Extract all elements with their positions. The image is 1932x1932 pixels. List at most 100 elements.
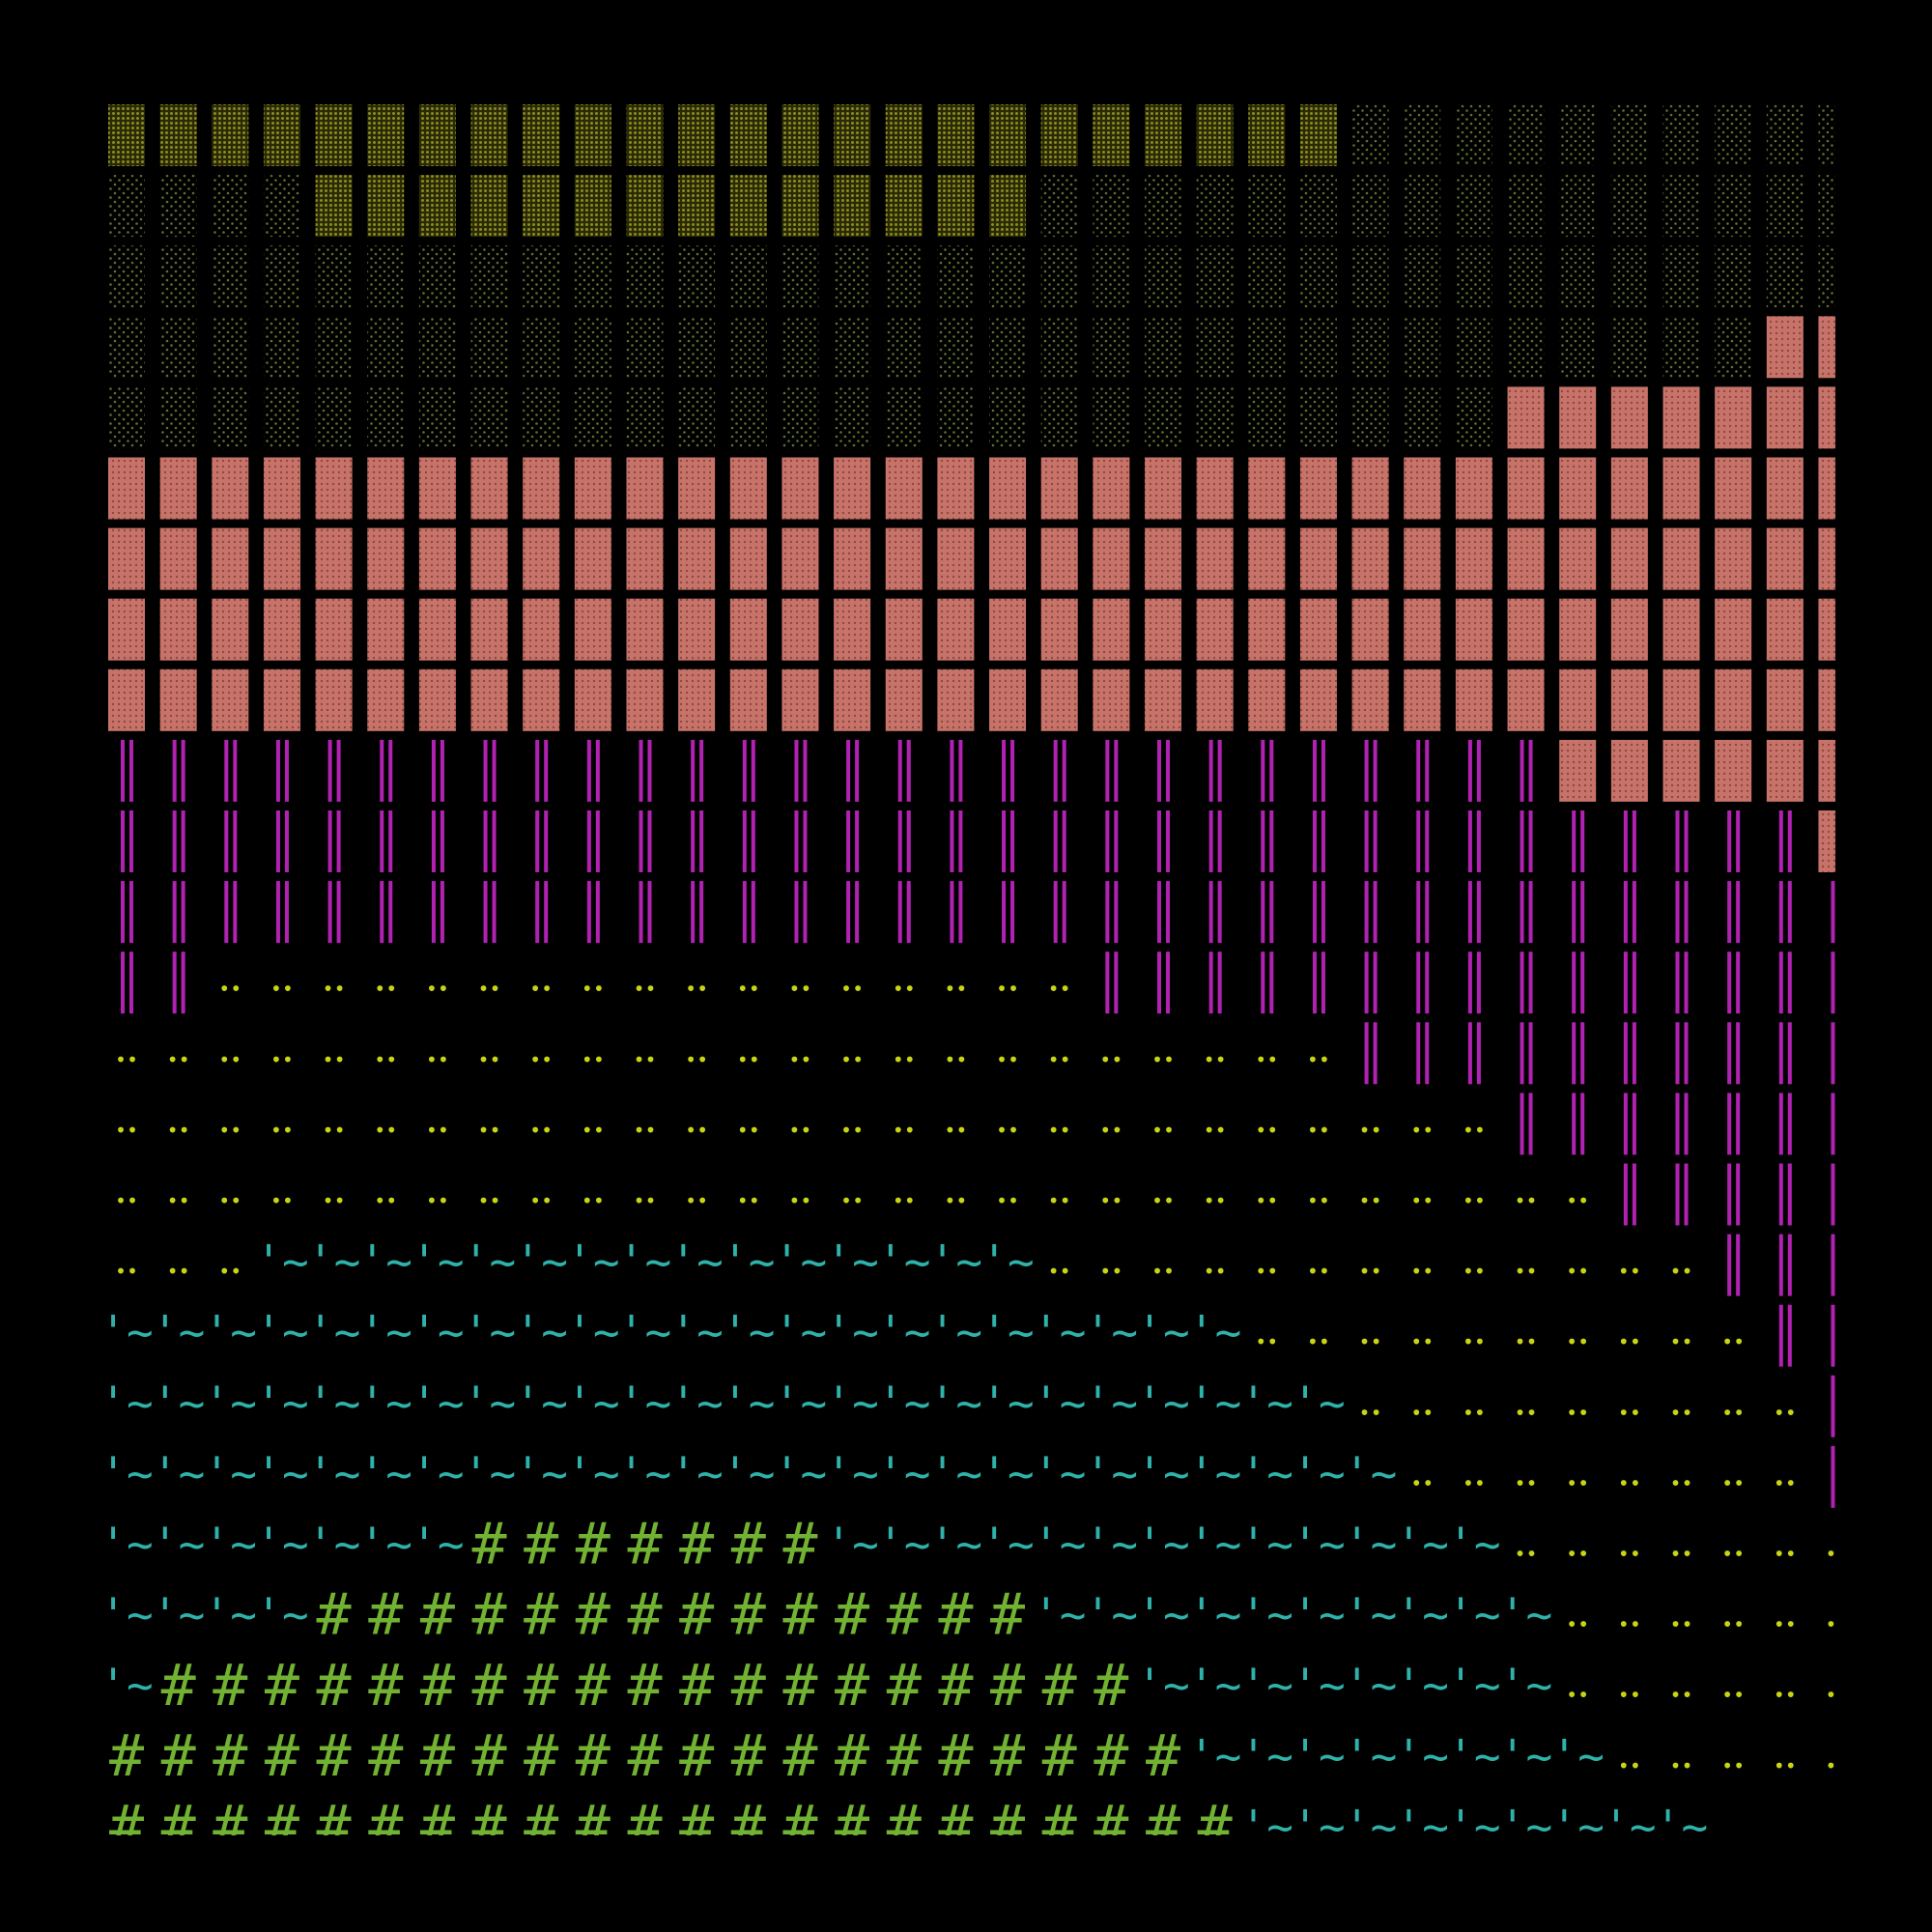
bar: [1675, 1093, 1680, 1155]
bar: [751, 881, 755, 944]
texture-block: [1662, 386, 1700, 449]
glyph: #: [161, 1722, 196, 1790]
texture-block: [729, 386, 767, 449]
bar: [846, 881, 851, 944]
texture-block: [1299, 104, 1337, 166]
glyph: ••: [1255, 1189, 1278, 1212]
texture-block: [626, 175, 664, 238]
bar: [639, 810, 643, 872]
glyph: #: [524, 1722, 558, 1790]
glyph: '~: [99, 1377, 153, 1429]
bar: [1831, 1163, 1835, 1226]
texture-block: [1248, 386, 1286, 449]
bar: [1572, 810, 1577, 872]
glyph: '~: [411, 1236, 464, 1288]
bar: [1736, 952, 1741, 1014]
bar: [1580, 952, 1585, 1014]
bar: [440, 810, 444, 872]
texture-block: [1404, 457, 1441, 520]
glyph: '~: [980, 1519, 1034, 1571]
glyph: '~: [204, 1589, 257, 1641]
texture-block: [1610, 527, 1648, 590]
glyph: #: [524, 1581, 558, 1649]
glyph: '~: [1344, 1660, 1397, 1712]
texture-block: [1351, 527, 1389, 590]
texture-block: [781, 598, 819, 661]
bar: [1727, 1234, 1732, 1296]
texture-block: [989, 316, 1027, 379]
glyph: ••: [426, 1119, 449, 1142]
glyph: #: [887, 1581, 922, 1649]
glyph: '~: [1033, 1519, 1086, 1571]
bar: [1831, 1375, 1835, 1437]
texture-block: [574, 457, 611, 520]
glyph: #: [1094, 1793, 1128, 1861]
texture-block: [1040, 245, 1078, 308]
bar: [906, 739, 911, 802]
glyph: ••: [529, 978, 553, 1001]
glyph: #: [1042, 1652, 1077, 1719]
glyph: ••: [1825, 1543, 1848, 1566]
glyph: '~: [1240, 1377, 1293, 1429]
texture-block: [212, 245, 249, 308]
texture-block: [1662, 457, 1700, 520]
texture-block: [1248, 527, 1286, 590]
bar: [897, 810, 902, 872]
texture-block: [1766, 527, 1804, 590]
texture-block: [1196, 175, 1234, 238]
bar: [1787, 1163, 1792, 1226]
texture-block: [626, 598, 664, 661]
texture-block: [729, 245, 767, 308]
glyph: #: [835, 1581, 869, 1649]
glyph: ••: [426, 1189, 449, 1212]
glyph: '~: [1136, 1306, 1189, 1358]
bar: [129, 739, 133, 802]
bar: [1623, 1093, 1628, 1155]
glyph: '~: [1396, 1801, 1449, 1853]
glyph: ••: [1463, 1401, 1486, 1424]
glyph: ••: [1410, 1260, 1434, 1283]
glyph: '~: [877, 1306, 930, 1358]
texture-block: [1455, 668, 1492, 731]
bar: [1476, 810, 1481, 872]
glyph: '~: [929, 1306, 982, 1358]
texture-block: [1507, 104, 1545, 166]
glyph: '~: [515, 1377, 568, 1429]
glyph: #: [990, 1652, 1025, 1719]
texture-block: [367, 245, 405, 308]
texture-block: [1507, 175, 1545, 238]
glyph: '~: [1344, 1447, 1397, 1499]
glyph: ••: [1825, 1754, 1848, 1777]
texture-block: [315, 598, 353, 661]
texture-block: [1040, 457, 1078, 520]
glyph: '~: [1136, 1377, 1189, 1429]
texture-block: [1610, 316, 1648, 379]
bar: [327, 810, 332, 872]
bar: [1831, 1022, 1835, 1085]
glyph: '~: [1447, 1519, 1500, 1571]
glyph: ••: [582, 1119, 605, 1142]
bar: [1684, 1163, 1689, 1226]
glyph: ••: [633, 978, 656, 1001]
bar: [691, 810, 696, 872]
texture-block: [834, 598, 871, 661]
texture-block: [1559, 316, 1597, 379]
glyph: '~: [1292, 1660, 1345, 1712]
glyph: ••: [1048, 1119, 1071, 1142]
glyph: ••: [1774, 1543, 1797, 1566]
texture-block: [1404, 104, 1441, 166]
texture-block: [626, 316, 664, 379]
bar: [1727, 1093, 1732, 1155]
glyph: ••: [1566, 1189, 1589, 1212]
texture-block: [1351, 245, 1389, 308]
glyph: ••: [1307, 1189, 1330, 1212]
bar: [691, 739, 696, 802]
glyph: ••: [167, 1048, 190, 1071]
glyph: '~: [669, 1447, 723, 1499]
glyph: '~: [307, 1447, 360, 1499]
bar: [855, 810, 860, 872]
bar: [1416, 1022, 1421, 1085]
texture-block: [1818, 598, 1835, 661]
glyph: '~: [1603, 1801, 1656, 1853]
